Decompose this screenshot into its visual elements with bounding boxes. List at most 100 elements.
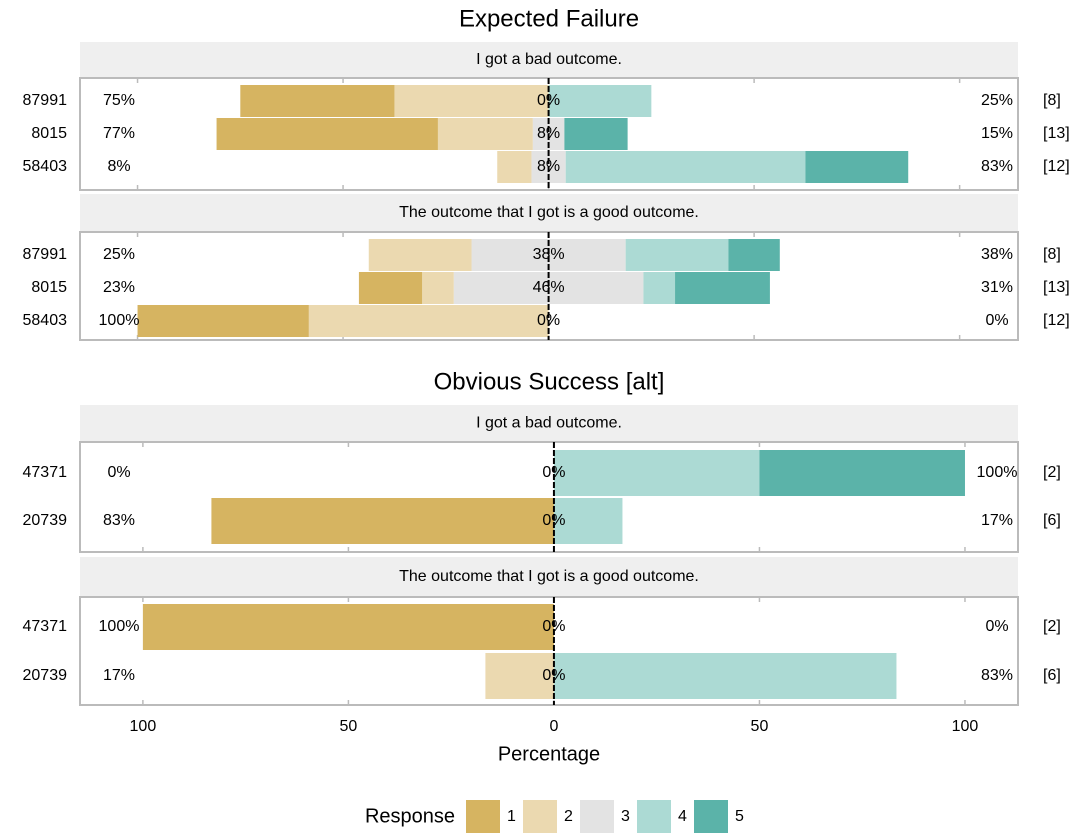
n-label: [6] bbox=[1043, 512, 1061, 529]
facet-strip bbox=[80, 194, 1018, 232]
facet-title: The outcome that I got is a good outcome… bbox=[399, 204, 699, 221]
legend-label: 3 bbox=[621, 808, 630, 825]
right-label: 100% bbox=[977, 464, 1018, 481]
legend-title: Response bbox=[365, 805, 455, 827]
left-label: 100% bbox=[99, 618, 140, 635]
legend-swatch bbox=[523, 800, 557, 833]
chart-title: Obvious Success [alt] bbox=[434, 368, 665, 395]
bar-segment bbox=[422, 272, 454, 304]
right-label: 83% bbox=[981, 158, 1013, 175]
facet-title: I got a bad outcome. bbox=[476, 51, 622, 68]
center-label: 0% bbox=[542, 512, 565, 529]
x-tick-label: 50 bbox=[340, 718, 358, 735]
legend-swatch bbox=[580, 800, 614, 833]
center-label: 38% bbox=[533, 246, 565, 263]
right-label: 38% bbox=[981, 246, 1013, 263]
bar-segment bbox=[675, 272, 770, 304]
bar-segment bbox=[137, 305, 309, 337]
facet-strip bbox=[80, 42, 1018, 78]
facet-title: The outcome that I got is a good outcome… bbox=[399, 568, 699, 585]
chart-title: Expected Failure bbox=[459, 5, 639, 32]
row-label: 47371 bbox=[23, 618, 68, 635]
row-label: 47371 bbox=[23, 464, 68, 481]
legend-swatch bbox=[637, 800, 671, 833]
bar-segment bbox=[142, 604, 554, 650]
legend-label: 1 bbox=[507, 808, 516, 825]
bar-segment bbox=[240, 85, 395, 117]
n-label: [13] bbox=[1043, 279, 1070, 296]
right-label: 17% bbox=[981, 512, 1013, 529]
n-label: [13] bbox=[1043, 125, 1070, 142]
row-label: 20739 bbox=[23, 512, 68, 529]
bar-segment bbox=[565, 151, 806, 183]
bar-segment bbox=[368, 239, 472, 271]
left-label: 17% bbox=[103, 667, 135, 684]
n-label: [8] bbox=[1043, 92, 1061, 109]
bar-segment bbox=[485, 653, 554, 699]
n-label: [12] bbox=[1043, 312, 1070, 329]
right-label: 25% bbox=[981, 92, 1013, 109]
facet-strip bbox=[80, 557, 1018, 597]
bar-segment bbox=[553, 450, 760, 496]
legend-label: 5 bbox=[735, 808, 744, 825]
x-tick-label: 0 bbox=[549, 718, 558, 735]
left-label: 75% bbox=[103, 92, 135, 109]
legend-label: 4 bbox=[678, 808, 687, 825]
legend-swatch bbox=[466, 800, 500, 833]
row-label: 87991 bbox=[23, 246, 68, 263]
row-label: 8015 bbox=[31, 279, 67, 296]
bar-segment bbox=[759, 450, 965, 496]
n-label: [2] bbox=[1043, 464, 1061, 481]
right-label: 83% bbox=[981, 667, 1013, 684]
n-label: [12] bbox=[1043, 158, 1070, 175]
bar-segment bbox=[625, 239, 729, 271]
center-label: 46% bbox=[533, 279, 565, 296]
center-label: 0% bbox=[542, 667, 565, 684]
x-tick-label: 50 bbox=[751, 718, 769, 735]
left-label: 83% bbox=[103, 512, 135, 529]
left-label: 0% bbox=[107, 464, 130, 481]
bar-segment bbox=[308, 305, 549, 337]
bar-segment bbox=[643, 272, 676, 304]
bar-segment bbox=[728, 239, 780, 271]
bar-segment bbox=[358, 272, 423, 304]
bar-segment bbox=[394, 85, 549, 117]
bar-segment bbox=[564, 118, 628, 150]
row-label: 8015 bbox=[31, 125, 67, 142]
bar-segment bbox=[553, 498, 623, 544]
legend-swatch bbox=[694, 800, 728, 833]
x-tick-label: 100 bbox=[130, 718, 157, 735]
x-tick-label: 100 bbox=[952, 718, 979, 735]
facet-strip bbox=[80, 405, 1018, 442]
legend-label: 2 bbox=[564, 808, 573, 825]
left-label: 23% bbox=[103, 279, 135, 296]
bar-segment bbox=[553, 653, 897, 699]
row-label: 20739 bbox=[23, 667, 68, 684]
bar-segment bbox=[548, 85, 652, 117]
right-label: 0% bbox=[985, 312, 1008, 329]
bar-segment bbox=[497, 151, 532, 183]
row-label: 58403 bbox=[23, 158, 68, 175]
n-label: [2] bbox=[1043, 618, 1061, 635]
center-label: 0% bbox=[537, 92, 560, 109]
n-label: [8] bbox=[1043, 246, 1061, 263]
bar-segment bbox=[216, 118, 438, 150]
left-label: 77% bbox=[103, 125, 135, 142]
row-label: 87991 bbox=[23, 92, 68, 109]
left-label: 25% bbox=[103, 246, 135, 263]
facet-title: I got a bad outcome. bbox=[476, 415, 622, 432]
center-label: 0% bbox=[542, 464, 565, 481]
right-label: 31% bbox=[981, 279, 1013, 296]
row-label: 58403 bbox=[23, 312, 68, 329]
bar-segment bbox=[211, 498, 554, 544]
right-label: 0% bbox=[985, 618, 1008, 635]
left-label: 8% bbox=[107, 158, 130, 175]
center-label: 8% bbox=[537, 125, 560, 142]
n-label: [6] bbox=[1043, 667, 1061, 684]
bar-segment bbox=[805, 151, 909, 183]
x-axis-label: Percentage bbox=[498, 743, 600, 765]
bar-segment bbox=[437, 118, 533, 150]
left-label: 100% bbox=[99, 312, 140, 329]
right-label: 15% bbox=[981, 125, 1013, 142]
